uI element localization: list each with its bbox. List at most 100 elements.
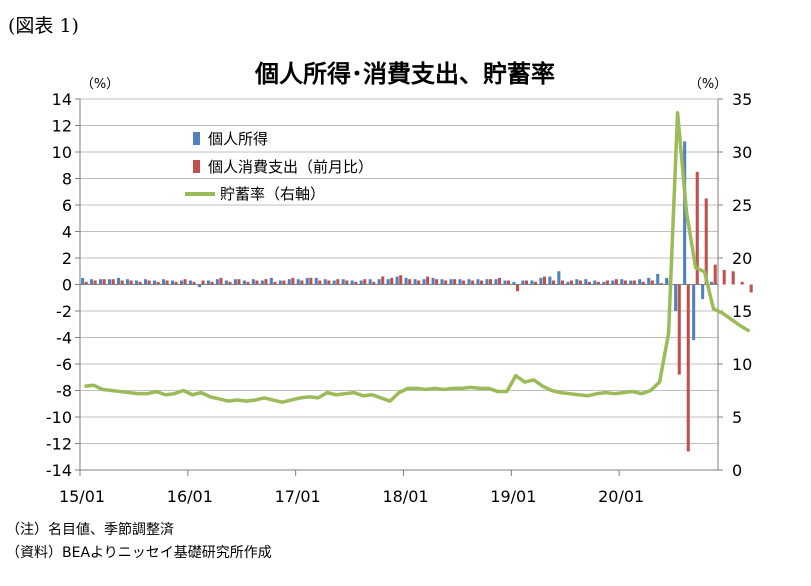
income-bar [143, 279, 148, 285]
income-bar [566, 281, 570, 285]
consumption-bar [336, 279, 340, 285]
figure-label: (図表 1) [8, 15, 79, 37]
consumption-bar [129, 280, 133, 285]
chart-title: 個人所得･消費支出、貯蓄率 [254, 60, 555, 88]
consumption-bar [93, 280, 97, 285]
income-bar [197, 284, 201, 288]
income-bar [530, 280, 534, 285]
consumption-bar [291, 277, 295, 285]
bar-series [81, 141, 753, 452]
legend-label-savings: 貯蓄率（右軸） [220, 185, 325, 203]
consumption-bar [201, 280, 205, 285]
legend: 個人所得 個人消費支出（前月比） 貯蓄率（右軸） [185, 130, 373, 203]
y-right-unit: （%） [689, 77, 727, 92]
income-bar [350, 280, 354, 285]
y-left-tick-label: -8 [56, 382, 72, 401]
axes [75, 98, 723, 476]
legend-label-consumption: 個人消費支出（前月比） [208, 158, 373, 176]
y-right-tick-label: 25 [732, 196, 752, 215]
consumption-bar [524, 280, 529, 285]
income-bar [314, 277, 318, 285]
consumption-bar [273, 281, 277, 285]
consumption-bar [713, 264, 717, 285]
income-bar [108, 279, 112, 285]
income-bar [593, 280, 597, 285]
y-right-tick-label: 30 [732, 143, 752, 162]
y-left-unit: （%） [81, 77, 119, 92]
consumption-bar [489, 279, 493, 285]
income-bar [674, 284, 678, 311]
consumption-bar [345, 280, 349, 285]
income-bar [323, 279, 327, 285]
y-left-tick-label: 0 [62, 276, 72, 295]
income-bar [458, 279, 462, 285]
income-bar [206, 280, 210, 285]
income-bar [188, 280, 192, 285]
income-bar [278, 280, 282, 285]
consumption-bar [327, 280, 331, 285]
income-bar [161, 279, 166, 285]
y-right-tick-label: 35 [732, 90, 752, 109]
consumption-bar [174, 281, 178, 285]
income-bar [134, 280, 139, 285]
income-bar [449, 279, 453, 285]
income-bar [269, 277, 273, 285]
legend-label-income: 個人所得 [208, 130, 268, 148]
consumption-bar [677, 284, 681, 375]
income-bar [242, 280, 246, 285]
income-bar [287, 279, 291, 285]
consumption-bar [516, 284, 520, 292]
y-right-tick-label: 0 [732, 461, 742, 480]
consumption-bar [686, 284, 690, 452]
income-bar [557, 271, 561, 285]
income-bar [90, 279, 94, 285]
consumption-bar [318, 280, 322, 285]
income-bar [494, 279, 498, 285]
consumption-bar [560, 280, 564, 285]
income-bar [683, 141, 687, 285]
income-bar [521, 280, 525, 285]
y-left-tick-label: 2 [62, 249, 72, 268]
consumption-bar [102, 279, 106, 285]
consumption-bar [372, 281, 376, 285]
y-left-tick-label: -12 [46, 435, 72, 454]
y-left-tick-label: -2 [56, 302, 72, 321]
income-bar [215, 279, 219, 285]
y-left-tick-label: 4 [62, 223, 72, 242]
x-tick-label: 20/01 [598, 487, 644, 506]
income-bar [117, 277, 121, 285]
income-bar [665, 277, 669, 285]
x-tick-label: 19/01 [490, 487, 536, 506]
y-right-tick-label: 20 [732, 249, 752, 268]
income-bar [126, 279, 130, 285]
income-bar [395, 276, 399, 285]
income-bar [575, 279, 579, 285]
consumption-bar [632, 280, 636, 285]
consumption-bar [219, 277, 223, 285]
consumption-bar [84, 281, 88, 285]
income-bar [629, 280, 633, 285]
consumption-bar [614, 279, 618, 285]
consumption-bar [426, 276, 430, 285]
consumption-bar [381, 276, 385, 285]
income-bar [224, 280, 228, 285]
income-bar [296, 279, 300, 285]
consumption-bar [498, 277, 502, 285]
income-bar [692, 284, 696, 341]
income-bar [422, 279, 426, 285]
consumption-bar [444, 280, 448, 285]
consumption-bar [255, 280, 259, 285]
y-left-tick-label: 12 [52, 117, 72, 136]
y-left-tick-label: -4 [56, 329, 72, 348]
y-left-tick-label: 10 [52, 143, 72, 162]
legend-swatch-consumption [193, 160, 200, 173]
consumption-bar [462, 280, 466, 285]
consumption-bar [300, 280, 304, 285]
y-right-tick-label: 5 [732, 408, 742, 427]
income-bar [512, 281, 516, 285]
income-bar [81, 277, 85, 285]
income-bar [467, 279, 471, 285]
consumption-bar [704, 198, 708, 285]
income-bar [99, 279, 103, 285]
